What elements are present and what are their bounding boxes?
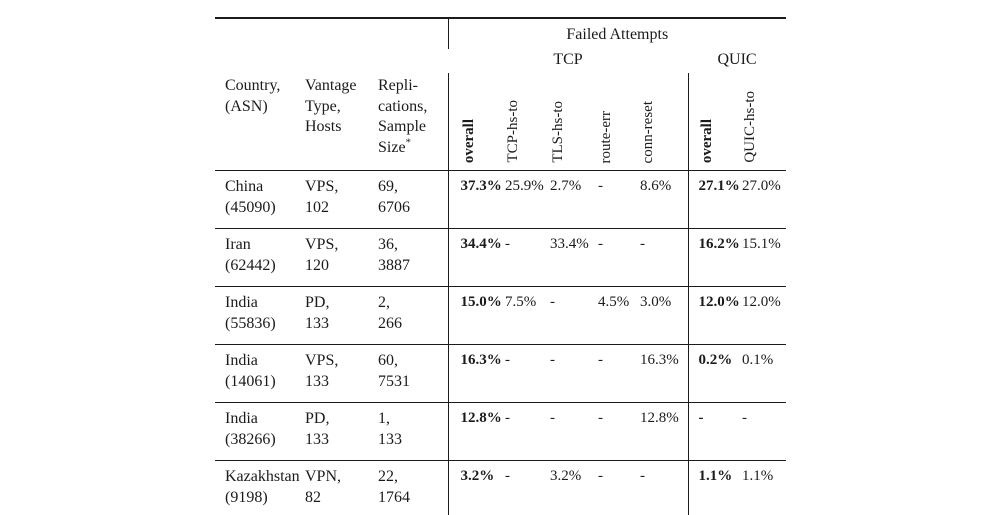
protocol-header-row: TCP QUIC: [215, 49, 786, 73]
cell-tcp-hs-to: 25.9%: [505, 170, 551, 229]
cell-country: Iran (62442): [215, 228, 305, 287]
cell-country: India (38266): [215, 402, 305, 461]
cell-country: India (14061): [215, 344, 305, 403]
footnote-marker: *: [405, 136, 412, 149]
column-header-quic-overall: overall: [687, 73, 743, 171]
cell-tls-hs-to: -: [550, 402, 599, 461]
cell-vantage: PD, 133: [305, 402, 378, 461]
cell-tcp-overall: 37.3%: [447, 170, 506, 229]
cell-vantage: VPS, 102: [305, 170, 378, 229]
cell-quic-overall: 16.2%: [687, 228, 743, 287]
cell-replications: 60, 7531: [378, 344, 449, 403]
column-header-row: Country, (ASN) Vantage Type, Hosts Repli…: [215, 73, 787, 171]
cell-tcp-overall: 16.3%: [447, 344, 506, 403]
cell-conn-reset: -: [640, 468, 646, 484]
empty-cell: [215, 49, 448, 73]
cell-quic-overall: -: [687, 402, 743, 461]
column-header-replications: Repli- cations, Sample Size*: [378, 73, 449, 171]
cell-replications: 1, 133: [378, 402, 449, 461]
cell-conn-reset: 12.8%: [640, 402, 689, 461]
cell-tls-hs-to: -: [550, 286, 599, 345]
cell-country: China (45090): [215, 170, 305, 229]
empty-cell: [215, 18, 448, 49]
cell-tcp-hs-to: -: [505, 344, 551, 403]
cell-quic-hs-to: 0.1%: [742, 344, 787, 403]
failed-attempts-header: Failed Attempts: [447, 18, 787, 49]
cell-tls-hs-to: 33.4%: [550, 228, 599, 287]
cell-route-err: -: [598, 228, 641, 287]
cell-tcp-hs-to: -: [505, 402, 551, 461]
cell-conn-reset: 16.3%: [640, 344, 689, 403]
cell-vantage: VPS, 133: [305, 344, 378, 403]
cell-route-err: -: [598, 344, 641, 403]
cell-conn-reset: -: [640, 228, 689, 287]
cell-replications: 2, 266: [378, 286, 449, 345]
cell-tcp-overall: 15.0%: [447, 286, 506, 345]
cell-vantage: VPN, 82: [305, 468, 342, 506]
cell-route-err: -: [598, 402, 641, 461]
cell-tls-hs-to: 3.2%: [550, 468, 582, 484]
cell-quic-hs-to: 27.0%: [742, 170, 787, 229]
column-header-vantage: Vantage Type, Hosts: [305, 73, 378, 171]
results-table-container: Failed Attempts TCP QUIC Country, (ASN) …: [215, 17, 787, 515]
column-header-tcp-overall: overall: [447, 73, 506, 171]
cell-quic-hs-to: -: [742, 402, 787, 461]
cell-quic-hs-to: 1.1%: [742, 468, 774, 484]
column-header-route-err: route-err: [598, 73, 641, 171]
cell-tcp-hs-to: -: [505, 228, 551, 287]
table-row-kazakhstan-9198: Kazakhstan (9198) VPN, 82 22, 1764 3.2% …: [215, 460, 786, 515]
cell-country: Kazakhstan (9198): [225, 468, 300, 506]
cell-quic-overall: 1.1%: [687, 460, 743, 515]
table-row-india-38266: India (38266) PD, 133 1, 133 12.8% - - -…: [215, 402, 787, 461]
cell-tcp-hs-to: -: [505, 468, 511, 484]
table-row-india-55836: India (55836) PD, 133 2, 266 15.0% 7.5% …: [215, 286, 787, 345]
cell-route-err: -: [598, 170, 641, 229]
column-header-quic-hs-to: QUIC-hs-to: [742, 73, 787, 171]
table-row-china-45090: China (45090) VPS, 102 69, 6706 37.3% 25…: [215, 170, 787, 229]
cell-quic-overall: 12.0%: [687, 286, 743, 345]
cell-tls-hs-to: 2.7%: [550, 170, 599, 229]
cell-tcp-overall: 12.8%: [447, 402, 506, 461]
column-header-conn-reset: conn-reset: [640, 73, 689, 171]
cell-quic-hs-to: 15.1%: [742, 228, 787, 287]
quic-group-header: QUIC: [717, 51, 757, 68]
cell-replications: 36, 3887: [378, 228, 449, 287]
cell-conn-reset: 3.0%: [640, 286, 689, 345]
cell-vantage: VPS, 120: [305, 228, 378, 287]
tcp-group-header: TCP: [553, 51, 583, 68]
column-header-country: Country, (ASN): [215, 73, 305, 171]
cell-replications: 22, 1764: [378, 468, 410, 506]
cell-replications: 69, 6706: [378, 170, 449, 229]
failed-attempts-table: Failed Attempts TCP QUIC Country, (ASN) …: [215, 17, 787, 515]
cell-tls-hs-to: -: [550, 344, 599, 403]
cell-country: India (55836): [215, 286, 305, 345]
column-header-tls-hs-to: TLS-hs-to: [550, 73, 599, 171]
cell-tcp-overall: 34.4%: [447, 228, 506, 287]
cell-tcp-hs-to: 7.5%: [505, 286, 551, 345]
cell-quic-overall: 27.1%: [687, 170, 743, 229]
cell-tcp-overall: 3.2%: [447, 460, 506, 515]
table-row-iran-62442: Iran (62442) VPS, 120 36, 3887 34.4% - 3…: [215, 228, 787, 287]
table-row-india-14061: India (14061) VPS, 133 60, 7531 16.3% - …: [215, 344, 787, 403]
cell-quic-overall: 0.2%: [687, 344, 743, 403]
cell-conn-reset: 8.6%: [640, 170, 689, 229]
column-header-tcp-hs-to: TCP-hs-to: [505, 73, 551, 171]
group-header-row: Failed Attempts: [215, 18, 787, 49]
cell-vantage: PD, 133: [305, 286, 378, 345]
cell-quic-hs-to: 12.0%: [742, 286, 787, 345]
cell-route-err: -: [598, 468, 604, 484]
cell-route-err: 4.5%: [598, 286, 641, 345]
